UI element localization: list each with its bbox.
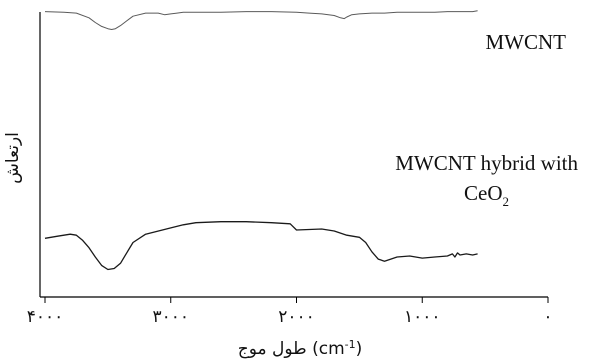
series-label-hybrid-line1: MWCNT hybrid with: [395, 151, 578, 175]
series-label-hybrid-ceo: CeO: [464, 181, 503, 205]
x-tick-label: ۲۰۰۰: [278, 307, 315, 327]
series-line-mwcnt: [44, 10, 478, 30]
x-tick-label: ۰: [543, 307, 552, 327]
x-axis-label: طول موج (cm-1): [238, 338, 363, 359]
x-axis-label-end: ): [356, 339, 363, 359]
series-label-hybrid-line2: CeO2: [464, 181, 509, 209]
x-tick-label: ۴۰۰۰: [27, 307, 64, 327]
y-axis-label: ارتعاش: [3, 132, 23, 184]
series-label-mwcnt: MWCNT: [486, 30, 567, 54]
x-axis-label-main: طول موج (cm: [238, 339, 345, 359]
x-tick-label: ۳۰۰۰: [152, 307, 189, 327]
x-axis-label-sup: -1: [345, 338, 356, 351]
series-line-hybrid-ceo2: [44, 221, 478, 271]
x-axis-ticks: ۴۰۰۰ ۳۰۰۰ ۲۰۰۰ ۱۰۰۰ ۰: [27, 297, 553, 327]
series-label-hybrid-subscript: 2: [503, 194, 510, 209]
plot-area: [44, 10, 478, 271]
x-tick-label: ۱۰۰۰: [404, 307, 441, 327]
